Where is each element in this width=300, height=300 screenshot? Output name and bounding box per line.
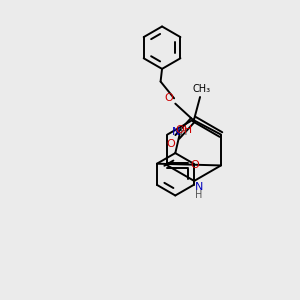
Text: H: H xyxy=(180,127,187,136)
Text: OH: OH xyxy=(176,124,193,134)
Text: CH₃: CH₃ xyxy=(193,84,211,94)
Text: N: N xyxy=(171,127,180,136)
Text: N: N xyxy=(194,182,203,192)
Text: O: O xyxy=(166,139,175,149)
Text: H: H xyxy=(195,190,202,200)
Text: O: O xyxy=(190,160,199,170)
Text: O: O xyxy=(164,93,173,103)
